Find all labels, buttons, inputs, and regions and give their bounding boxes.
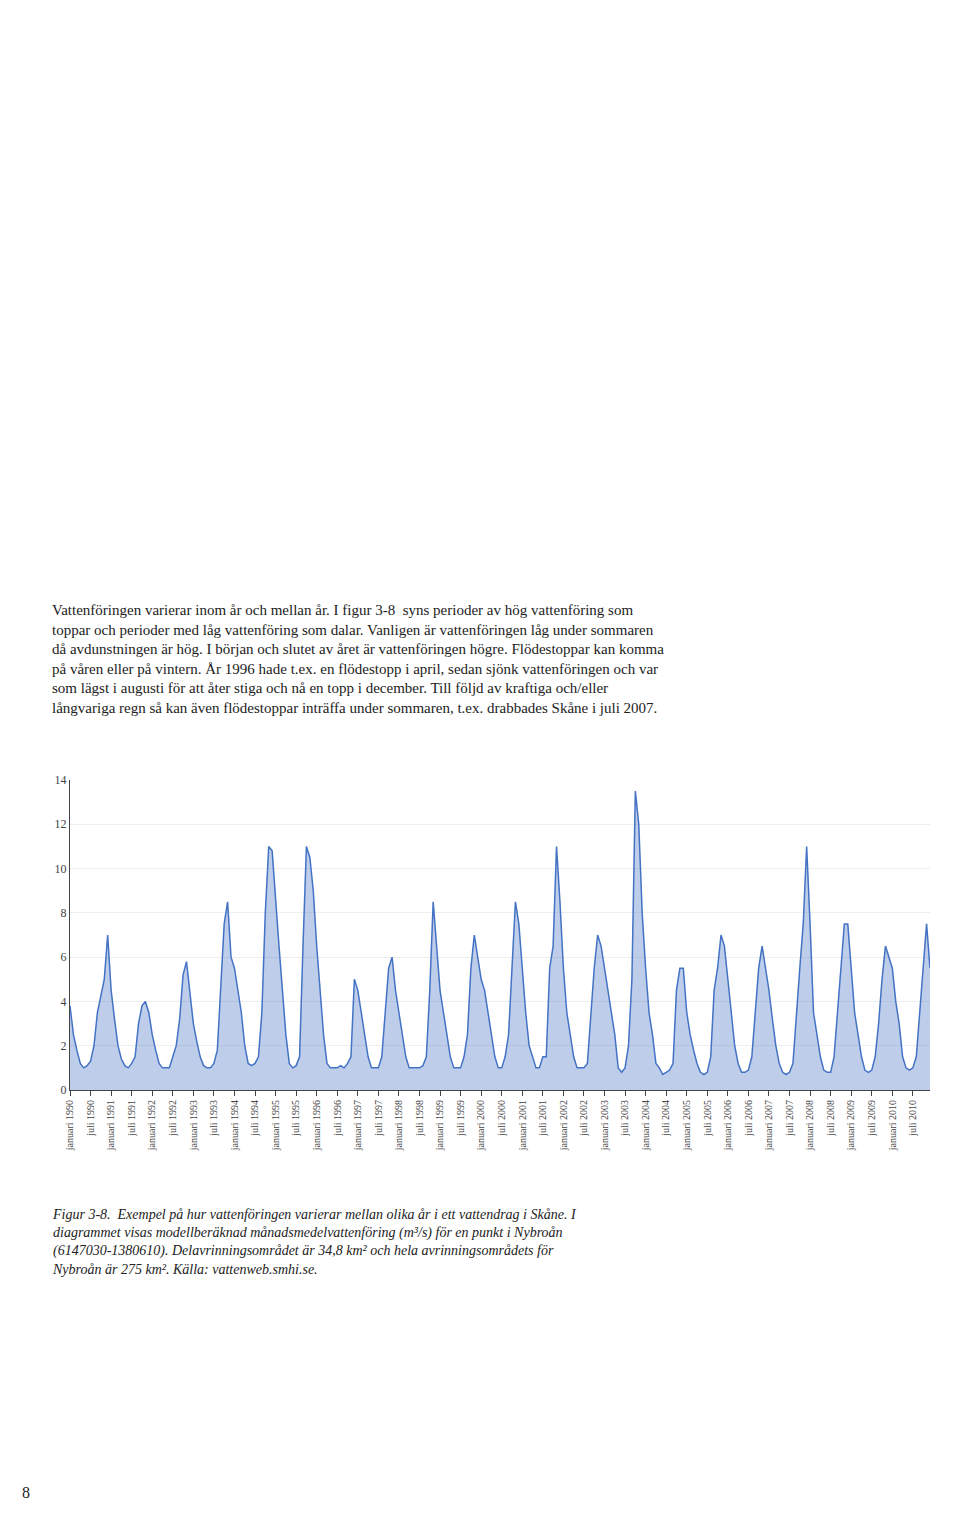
- svg-text:juli 2003: juli 2003: [619, 1100, 630, 1137]
- svg-text:juli 1994: juli 1994: [249, 1100, 260, 1137]
- svg-text:4: 4: [61, 995, 67, 1009]
- svg-text:januari 2004: januari 2004: [640, 1100, 651, 1151]
- svg-text:14: 14: [55, 773, 67, 787]
- svg-text:juli 2004: juli 2004: [660, 1100, 671, 1137]
- svg-text:Vattenföringen varierar inom å: Vattenföringen varierar inom år och mell…: [52, 602, 664, 716]
- svg-text:juli 1992: juli 1992: [167, 1100, 178, 1137]
- svg-text:juli 1993: juli 1993: [208, 1100, 219, 1137]
- svg-text:januari 2007: januari 2007: [763, 1100, 774, 1151]
- svg-text:januari 1992: januari 1992: [146, 1100, 157, 1151]
- svg-text:6: 6: [61, 950, 67, 964]
- svg-text:januari 1994: januari 1994: [229, 1100, 240, 1151]
- svg-text:januari 2001: januari 2001: [517, 1100, 528, 1151]
- svg-text:juli 2007: juli 2007: [784, 1100, 795, 1137]
- svg-text:juli 2002: juli 2002: [578, 1100, 589, 1137]
- svg-text:juli 1995: juli 1995: [290, 1100, 301, 1137]
- svg-text:januari 2002: januari 2002: [558, 1100, 569, 1151]
- svg-text:januari 2006: januari 2006: [722, 1100, 733, 1151]
- svg-text:juli 2006: juli 2006: [743, 1100, 754, 1137]
- svg-text:januari 1990: januari 1990: [64, 1100, 75, 1151]
- svg-text:8: 8: [22, 1484, 30, 1501]
- svg-text:juli 1999: juli 1999: [455, 1100, 466, 1137]
- svg-text:januari 1993: januari 1993: [188, 1100, 199, 1151]
- svg-text:januari 2003: januari 2003: [599, 1100, 610, 1151]
- svg-text:januari 2010: januari 2010: [887, 1100, 898, 1151]
- svg-text:juli 2005: juli 2005: [702, 1100, 713, 1137]
- svg-text:juli 2009: juli 2009: [866, 1100, 877, 1137]
- svg-text:Figur 3-8. Exempel på hur vat: Figur 3-8. Exempel på hur vattenföringen…: [52, 1207, 577, 1277]
- svg-text:juli 2008: juli 2008: [825, 1100, 836, 1137]
- svg-text:juli 2010: juli 2010: [907, 1100, 918, 1137]
- svg-text:8: 8: [61, 906, 67, 920]
- svg-text:juli 1998: juli 1998: [414, 1100, 425, 1137]
- svg-text:januari 2009: januari 2009: [845, 1100, 856, 1151]
- svg-text:januari 1998: januari 1998: [393, 1100, 404, 1151]
- svg-text:januari 1997: januari 1997: [352, 1100, 363, 1151]
- svg-text:januari 1995: januari 1995: [270, 1100, 281, 1151]
- svg-text:2: 2: [61, 1039, 67, 1053]
- svg-text:juli 1996: juli 1996: [332, 1100, 343, 1137]
- svg-text:juli 2001: juli 2001: [537, 1100, 548, 1137]
- svg-text:januari 2000: januari 2000: [475, 1100, 486, 1151]
- svg-text:juli 1990: juli 1990: [85, 1100, 96, 1137]
- svg-text:januari 1996: januari 1996: [311, 1100, 322, 1151]
- svg-text:januari 1991: januari 1991: [105, 1100, 116, 1151]
- svg-text:juli 1991: juli 1991: [126, 1100, 137, 1137]
- svg-text:10: 10: [55, 862, 67, 876]
- svg-text:januari 2005: januari 2005: [681, 1100, 692, 1151]
- svg-text:juli 2000: juli 2000: [496, 1100, 507, 1137]
- svg-text:12: 12: [55, 817, 67, 831]
- svg-text:juli 1997: juli 1997: [373, 1100, 384, 1137]
- svg-text:0: 0: [61, 1083, 67, 1097]
- svg-text:januari 1999: januari 1999: [434, 1100, 445, 1151]
- svg-text:januari 2008: januari 2008: [804, 1100, 815, 1151]
